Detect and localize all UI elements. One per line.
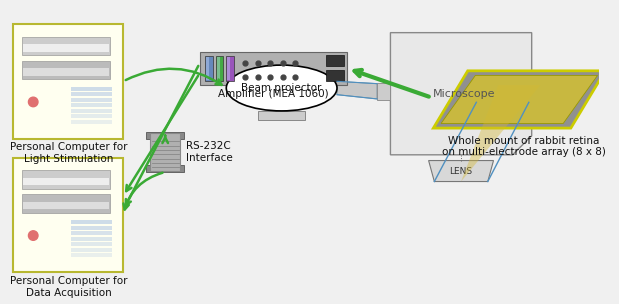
Text: RS-232C
Interface: RS-232C Interface	[186, 141, 233, 163]
FancyBboxPatch shape	[71, 109, 112, 113]
FancyBboxPatch shape	[71, 242, 112, 246]
FancyBboxPatch shape	[150, 133, 181, 171]
FancyBboxPatch shape	[71, 237, 112, 241]
FancyBboxPatch shape	[217, 57, 220, 80]
FancyBboxPatch shape	[71, 98, 112, 102]
FancyBboxPatch shape	[216, 56, 223, 81]
Ellipse shape	[227, 65, 337, 111]
FancyBboxPatch shape	[71, 87, 112, 91]
FancyBboxPatch shape	[23, 68, 109, 76]
FancyBboxPatch shape	[23, 178, 109, 185]
FancyBboxPatch shape	[23, 202, 109, 209]
FancyBboxPatch shape	[22, 194, 110, 212]
FancyBboxPatch shape	[326, 55, 344, 66]
FancyBboxPatch shape	[22, 61, 110, 79]
Text: Beam projector: Beam projector	[241, 83, 322, 93]
FancyBboxPatch shape	[71, 220, 112, 224]
Polygon shape	[337, 81, 377, 99]
Text: Whole mount of rabbit retina
on multi-electrode array (8 x 8): Whole mount of rabbit retina on multi-el…	[442, 136, 606, 157]
Text: LENS: LENS	[449, 167, 473, 175]
FancyBboxPatch shape	[22, 37, 110, 55]
Circle shape	[28, 231, 38, 240]
Polygon shape	[433, 71, 605, 128]
FancyBboxPatch shape	[71, 103, 112, 107]
FancyBboxPatch shape	[146, 165, 184, 172]
FancyBboxPatch shape	[227, 57, 230, 80]
FancyBboxPatch shape	[71, 120, 112, 124]
Polygon shape	[428, 161, 493, 181]
Text: Personal Computer for
Light Stimulation: Personal Computer for Light Stimulation	[10, 142, 128, 164]
Polygon shape	[391, 33, 532, 155]
FancyBboxPatch shape	[326, 70, 344, 81]
FancyBboxPatch shape	[71, 92, 112, 96]
FancyBboxPatch shape	[206, 57, 209, 80]
Circle shape	[28, 97, 38, 107]
FancyBboxPatch shape	[377, 83, 391, 100]
FancyBboxPatch shape	[199, 52, 347, 85]
Text: Amplifier (MEA 1060): Amplifier (MEA 1060)	[219, 89, 329, 99]
FancyBboxPatch shape	[146, 132, 184, 139]
Text: Personal Computer for
Data Acquisition: Personal Computer for Data Acquisition	[10, 276, 128, 298]
FancyBboxPatch shape	[71, 248, 112, 252]
FancyBboxPatch shape	[258, 111, 306, 120]
FancyBboxPatch shape	[22, 170, 110, 188]
FancyBboxPatch shape	[206, 56, 213, 81]
FancyBboxPatch shape	[227, 56, 234, 81]
Polygon shape	[461, 85, 540, 181]
FancyBboxPatch shape	[71, 231, 112, 235]
FancyBboxPatch shape	[23, 44, 109, 52]
FancyBboxPatch shape	[14, 158, 123, 272]
Polygon shape	[441, 75, 597, 123]
FancyBboxPatch shape	[71, 253, 112, 257]
FancyBboxPatch shape	[14, 24, 123, 139]
FancyBboxPatch shape	[71, 226, 112, 230]
FancyBboxPatch shape	[71, 114, 112, 118]
Text: Microscope: Microscope	[433, 89, 495, 99]
